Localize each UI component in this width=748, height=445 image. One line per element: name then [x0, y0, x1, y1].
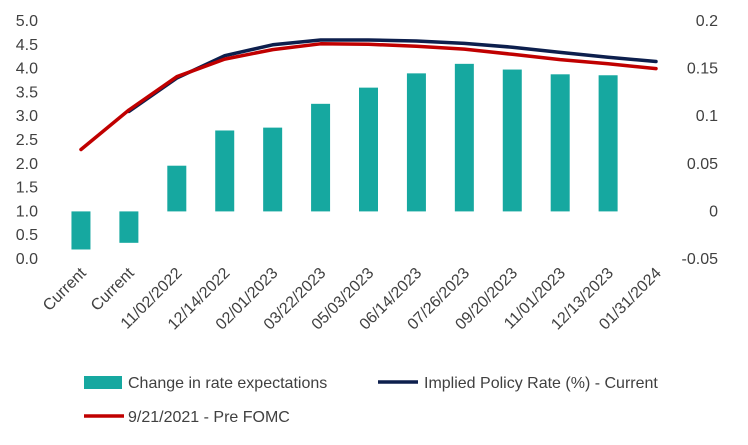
bar-change-in-rate-expectations — [598, 75, 618, 212]
right-y-axis: -0.05 0 0.05 0.1 0.15 0.2 — [682, 13, 719, 268]
right-axis-tick-label: -0.05 — [682, 251, 719, 268]
left-axis-tick-label: 3.5 — [16, 84, 38, 101]
left-axis-tick-label: 5.0 — [16, 13, 38, 30]
bar-change-in-rate-expectations — [71, 211, 91, 250]
legend-label-pre-fomc: 9/21/2021 - Pre FOMC — [128, 409, 290, 426]
bar-change-in-rate-expectations — [119, 211, 139, 243]
right-axis-tick-label: 0.1 — [696, 108, 718, 125]
bar-series — [71, 63, 618, 250]
right-axis-tick-label: 0.05 — [687, 156, 718, 173]
line-pre-fomc — [79, 42, 658, 152]
left-axis-tick-label: 2.0 — [16, 156, 38, 173]
line-implied-policy-rate-current — [127, 38, 658, 114]
legend: Change in rate expectations Implied Poli… — [84, 375, 658, 426]
x-axis-category-label: Current — [40, 264, 90, 314]
right-axis-tick-label: 0.15 — [687, 61, 718, 78]
bar-change-in-rate-expectations — [454, 63, 474, 212]
right-axis-tick-label: 0 — [709, 203, 718, 220]
bar-change-in-rate-expectations — [502, 69, 522, 212]
legend-label-implied-policy-rate-current: Implied Policy Rate (%) - Current — [424, 375, 658, 392]
legend-swatch-change-in-rate-expectations — [84, 376, 122, 389]
left-y-axis: 0.0 0.5 1.0 1.5 2.0 2.5 3.0 3.5 4.0 4.5 5.0 — [16, 13, 38, 268]
bar-change-in-rate-expectations — [263, 127, 283, 212]
bar-change-in-rate-expectations — [167, 165, 187, 212]
left-axis-tick-label: 1.0 — [16, 203, 38, 220]
left-axis-tick-label: 1.5 — [16, 180, 38, 197]
x-axis: CurrentCurrent11/02/202212/14/202202/01/… — [40, 264, 665, 333]
left-axis-tick-label: 4.5 — [16, 37, 38, 54]
left-axis-tick-label: 3.0 — [16, 108, 38, 125]
left-axis-tick-label: 0.5 — [16, 227, 38, 244]
bar-change-in-rate-expectations — [406, 73, 426, 212]
bar-change-in-rate-expectations — [311, 103, 331, 212]
bar-change-in-rate-expectations — [359, 87, 378, 212]
left-axis-tick-label: 0.0 — [16, 251, 38, 268]
bar-change-in-rate-expectations — [215, 130, 235, 212]
bar-change-in-rate-expectations — [550, 74, 570, 212]
left-axis-tick-label: 4.0 — [16, 61, 38, 78]
left-axis-tick-label: 2.5 — [16, 132, 38, 149]
legend-label-change-in-rate-expectations: Change in rate expectations — [128, 375, 327, 392]
right-axis-tick-label: 0.2 — [696, 13, 718, 30]
line-series — [79, 38, 658, 152]
